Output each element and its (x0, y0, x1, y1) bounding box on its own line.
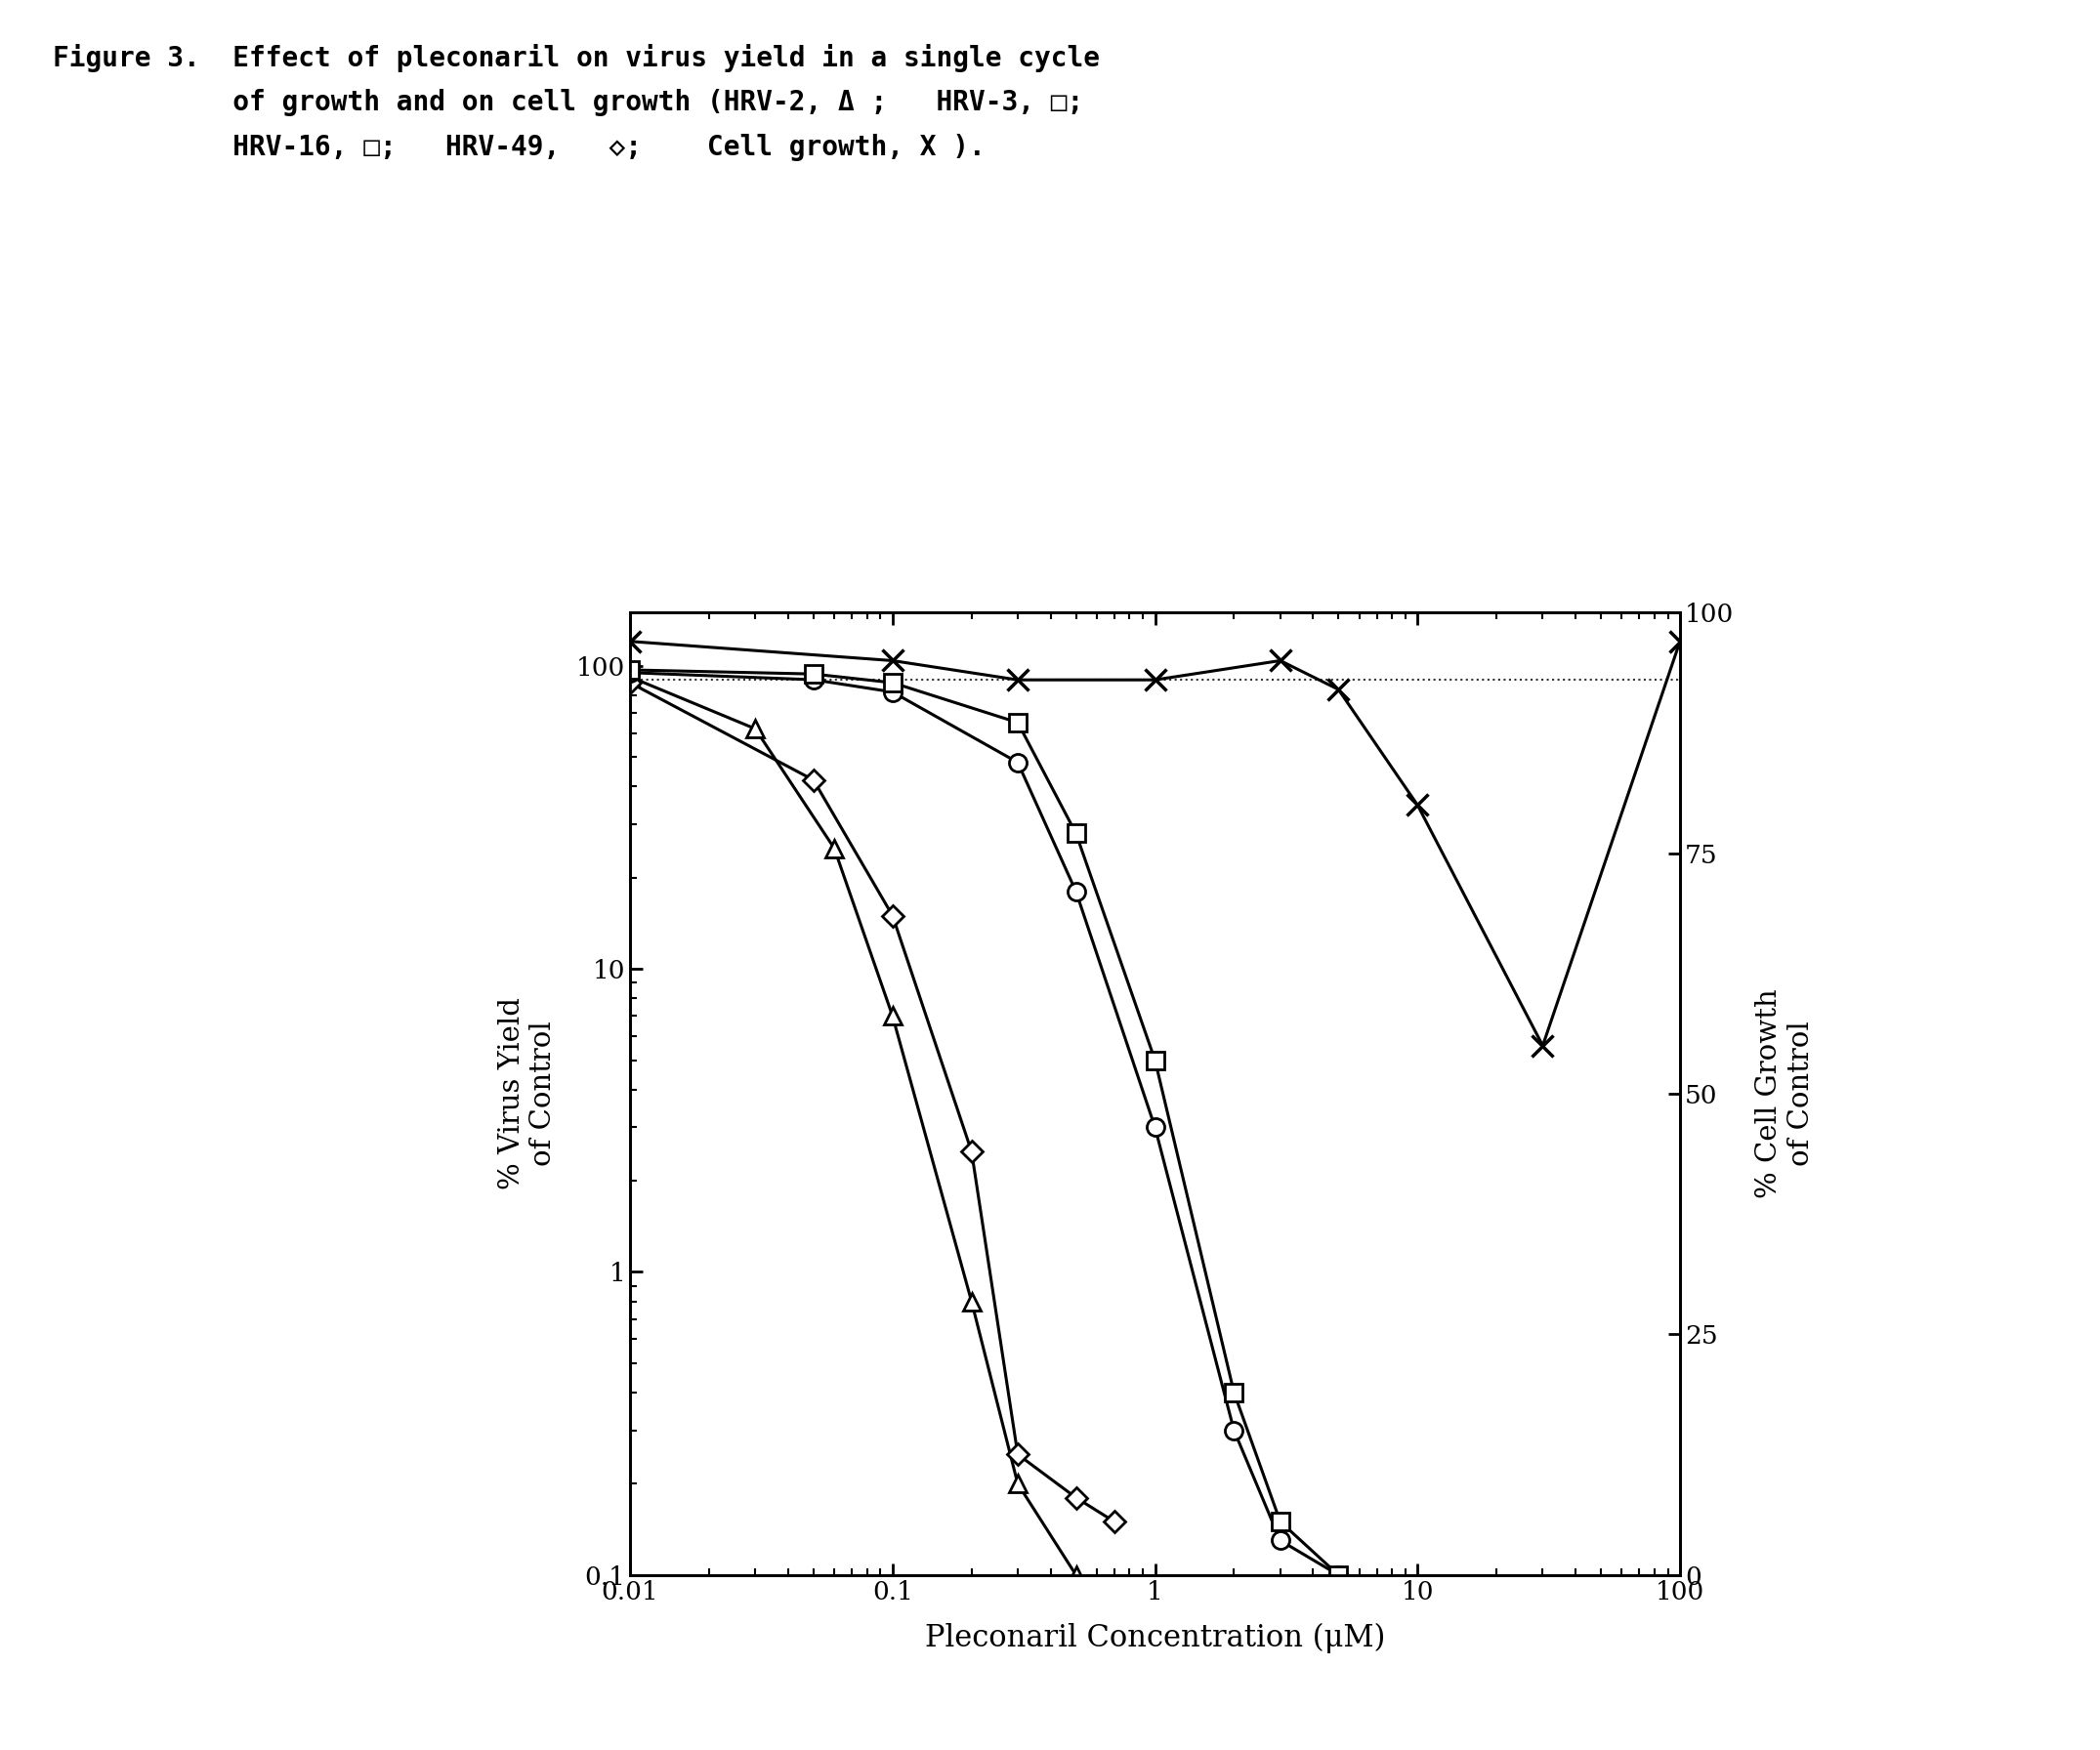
Y-axis label: % Virus Yield
of Control: % Virus Yield of Control (498, 997, 556, 1190)
Y-axis label: % Cell Growth
of Control: % Cell Growth of Control (1756, 989, 1814, 1199)
Text: Figure 3.  Effect of pleconaril on virus yield in a single cycle
           of g: Figure 3. Effect of pleconaril on virus … (52, 44, 1100, 161)
X-axis label: Pleconaril Concentration (μM): Pleconaril Concentration (μM) (924, 1624, 1386, 1654)
